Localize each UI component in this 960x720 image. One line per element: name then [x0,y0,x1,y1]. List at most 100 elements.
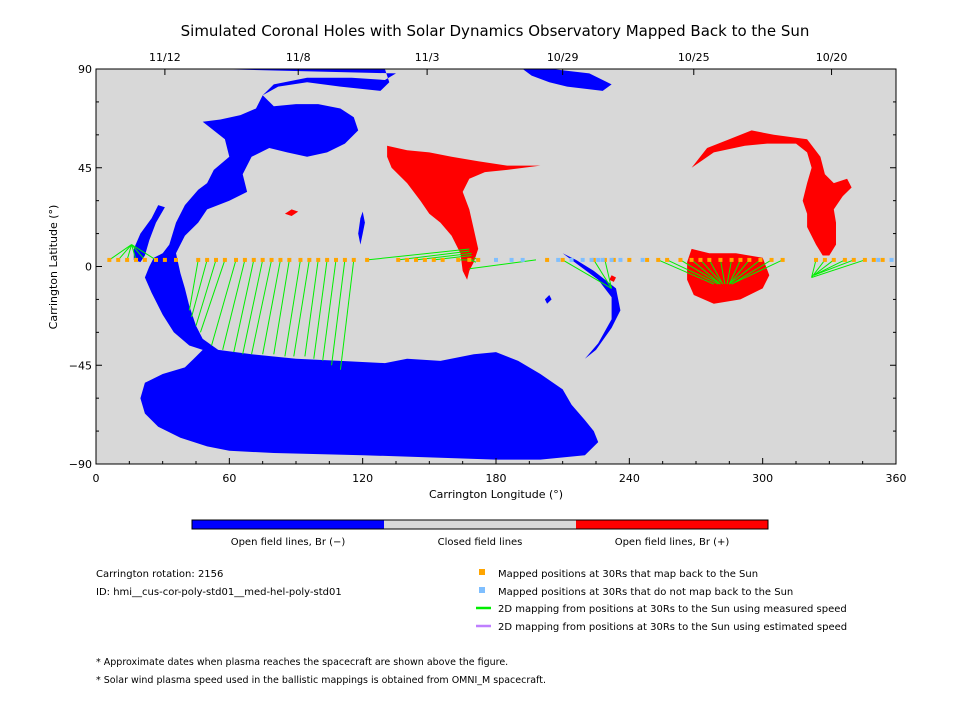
mapped-point [440,257,445,262]
top-date-label: 10/20 [816,51,848,64]
top-date-axis: 11/12 11/8 11/3 10/29 10/25 10/20 [149,51,847,75]
mapping-line-51 [813,259,846,276]
mapped-point [260,257,265,262]
mapped-point [422,257,427,262]
mapping-line-2 [126,244,133,261]
mapped-point [814,257,818,262]
mapped-point [611,257,616,262]
mapping-line-3 [131,244,137,261]
y-axis-label: Carrington Latitude (°) [47,205,60,330]
legend: Mapped positions at 30Rs that map back t… [476,569,847,633]
unmapped-point [600,257,605,262]
mapping-line-25 [398,250,470,261]
mapped-point [842,257,847,262]
colorbar-label-closed: Closed field lines [438,537,523,548]
mapped-point [627,257,632,262]
mapping-line-44 [728,259,750,285]
mapping-line-7 [191,259,208,318]
mapping-line-39 [700,259,721,283]
unmapped-point [589,257,594,262]
x-tick-label: 300 [752,472,773,485]
unmapped-point [556,257,561,262]
mapping-line-45 [729,259,761,285]
top-date-label: 11/3 [415,51,440,64]
mapping-line-21 [322,259,337,361]
mapped-point [467,257,472,262]
unmapped-point [569,257,574,262]
mapped-point [414,257,418,262]
y-axis-ticks: 90 45 0 −45 −90 [69,63,896,471]
top-date-label: 10/29 [547,51,579,64]
x-tick-label: 180 [486,472,507,485]
mapping-lines [109,244,866,370]
mapping-line-11 [222,259,246,351]
mapped-point [545,257,550,262]
mapped-point [602,257,607,262]
y-tick-label: 90 [78,63,92,76]
mapping-line-22 [331,259,346,366]
mapped-point [325,257,330,262]
top-date-label: 11/12 [149,51,181,64]
mapped-point [718,257,723,262]
mapping-line-41 [719,259,726,285]
region-positive-7 [387,145,541,280]
mapping-line-52 [813,259,854,276]
region-positive-8 [284,209,299,216]
mapping-line-12 [233,259,255,353]
mapped-point [196,257,201,262]
unmapped-point [640,257,645,262]
mapping-line-14 [251,259,273,355]
mapped-point [665,257,670,262]
mapping-line-4 [131,244,146,261]
colorbar-positive [576,520,768,529]
mapped-point [107,257,112,262]
colorbar-closed [384,520,576,529]
mapping-line-6 [188,259,199,311]
mapped-point [242,257,247,262]
unmapped-point [494,257,498,262]
mapped-point [162,257,167,262]
coronal-hole-regions [133,69,852,460]
mapped-point [116,257,121,262]
region-negative-6 [544,295,552,304]
mapping-line-32 [562,259,612,289]
mapped-point [678,257,683,262]
mapping-line-43 [728,259,741,285]
mapped-point [396,257,401,262]
carrington-rotation: Carrington rotation: 2156 [96,569,223,580]
mapped-point [729,257,734,262]
legend-symbol-unmapped [479,587,485,593]
mapping-line-20 [313,259,328,359]
mapping-line-23 [339,259,355,370]
mapped-point [307,257,312,262]
mapping-line-38 [691,259,721,285]
legend-label-unmapped: Mapped positions at 30Rs that do not map… [498,587,793,598]
mapped-point [871,257,876,262]
unmapped-point [889,257,894,262]
mapping-line-13 [242,259,264,355]
mapped-point [214,257,218,262]
mapped-point [222,257,227,262]
region-negative-0 [140,69,599,460]
top-date-label: 11/8 [286,51,311,64]
x-tick-label: 360 [886,472,907,485]
mapping-line-42 [726,259,733,285]
mapped-point [298,257,303,262]
mapped-point [591,257,596,262]
mapped-point [880,257,885,262]
mapping-line-10 [211,259,237,346]
mapped-point [334,257,338,262]
mapping-line-16 [273,259,290,355]
mapped-point [707,257,712,262]
mapped-point [405,257,410,262]
mapped-point [205,257,210,262]
x-tick-label: 60 [222,472,236,485]
x-tick-label: 0 [93,472,100,485]
footnote-dates: * Approximate dates when plasma reaches … [96,657,508,668]
mapping-line-18 [293,259,310,357]
y-tick-label: −45 [69,359,92,372]
unmapped-point [509,257,514,262]
mapping-line-15 [262,259,281,355]
mapped-point [174,257,178,262]
